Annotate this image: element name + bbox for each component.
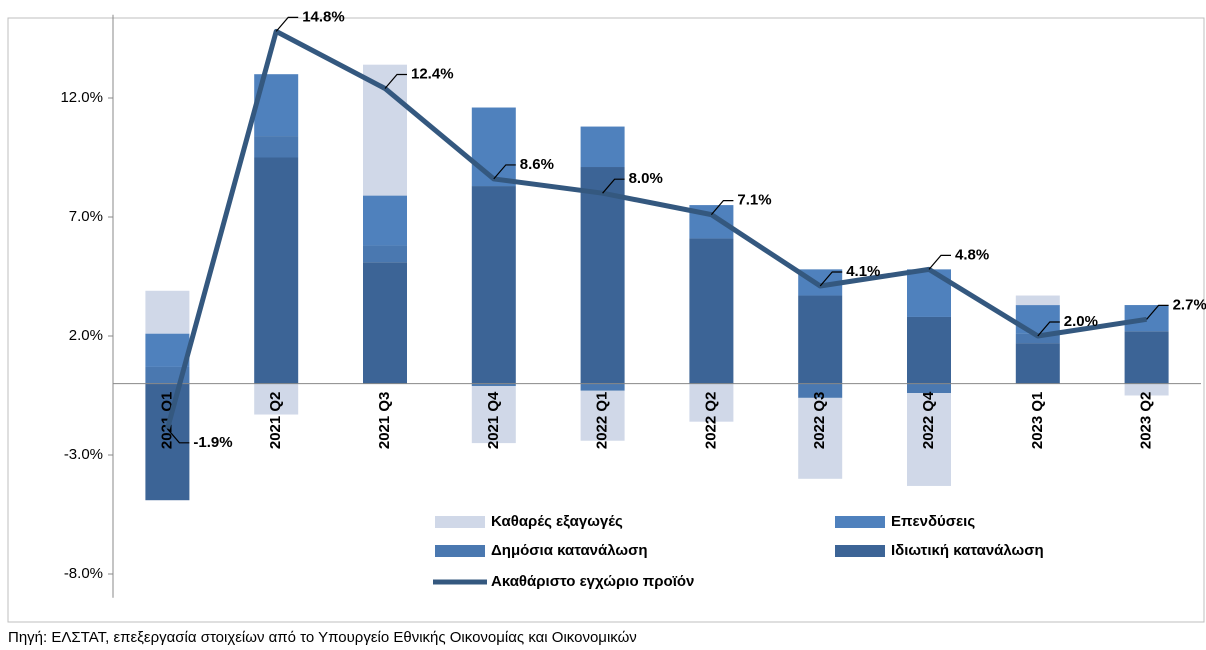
- x-tick-label: 2022 Q3: [811, 392, 828, 450]
- legend-swatch: [435, 516, 485, 528]
- x-tick-label: 2021 Q4: [485, 391, 502, 449]
- bar-segment: [471, 186, 516, 384]
- bar-segment: [363, 195, 407, 246]
- line: [164, 28, 1147, 430]
- data-label: 12.4%: [411, 65, 454, 82]
- legend-label: Δημόσια κατανάλωση: [491, 542, 648, 559]
- bar-segment: [471, 107, 516, 187]
- bar-segment: [1015, 343, 1060, 384]
- x-tick-label: 2023 Q1: [1029, 392, 1046, 450]
- bar-segment: [145, 333, 190, 367]
- legend-swatch: [835, 545, 885, 557]
- bar-segment: [907, 316, 951, 384]
- label-leader: [1037, 321, 1060, 337]
- bar-segment: [363, 262, 407, 384]
- data-label: -1.9%: [193, 434, 232, 451]
- legend-label: Ιδιωτική κατανάλωση: [891, 542, 1044, 559]
- legend-swatch: [435, 545, 485, 557]
- bar-segment: [1015, 295, 1060, 306]
- bar-segment: [1124, 305, 1169, 332]
- label-leader: [602, 178, 625, 194]
- legend-swatch: [835, 516, 885, 528]
- legend-label: Επενδύσεις: [891, 513, 975, 530]
- bar-segment: [907, 393, 951, 486]
- label-leader: [493, 164, 516, 180]
- label-leader: [819, 271, 843, 287]
- data-label: 4.8%: [955, 246, 989, 263]
- y-tick-label: -3.0%: [64, 446, 103, 463]
- bar-segment: [580, 383, 625, 391]
- data-label: 4.1%: [846, 263, 880, 280]
- bar-segment: [1124, 383, 1169, 396]
- x-tick-label: 2022 Q1: [594, 392, 611, 450]
- data-label: 7.1%: [737, 192, 771, 209]
- data-label: 2.7%: [1173, 296, 1206, 313]
- bar-segment: [363, 64, 407, 196]
- data-label: 8.6%: [520, 156, 554, 173]
- bar-segment: [907, 383, 951, 394]
- bar-segment: [145, 383, 190, 501]
- bar-segment: [254, 136, 299, 158]
- label-leader: [275, 16, 299, 32]
- bar-segment: [471, 385, 516, 444]
- bar-segment: [363, 245, 407, 263]
- label-leader: [928, 254, 951, 270]
- bar-segment: [471, 383, 516, 386]
- bar-segment: [798, 383, 843, 398]
- x-tick-label: 2023 Q2: [1138, 392, 1155, 450]
- x-tick-label: 2022 Q2: [702, 392, 719, 450]
- bar-segment: [798, 397, 843, 479]
- data-label: 8.0%: [629, 170, 663, 187]
- source-note: Πηγή: ΕΛΣΤΑΤ, επεξεργασία στοιχείων από …: [8, 629, 637, 646]
- legend-label: Ακαθάριστο εγχώριο προϊόν: [491, 573, 694, 590]
- bar-segment: [689, 383, 734, 422]
- bar-segment: [254, 383, 299, 415]
- y-tick-label: 7.0%: [69, 208, 103, 225]
- label-leader: [384, 73, 407, 89]
- x-tick-label: 2022 Q4: [920, 391, 937, 449]
- x-tick-label: 2021 Q3: [376, 392, 393, 450]
- y-tick-label: -8.0%: [64, 565, 103, 582]
- bar-segment: [580, 390, 625, 441]
- bar-segment: [689, 238, 734, 384]
- bar-segment: [145, 290, 190, 334]
- chart-frame: [7, 17, 1205, 623]
- legend-label: Καθαρές εξαγωγές: [491, 513, 623, 530]
- data-label: 14.8%: [302, 8, 345, 25]
- bar-segment: [798, 295, 843, 384]
- data-label: 2.0%: [1064, 313, 1098, 330]
- bar-segment: [1124, 331, 1169, 384]
- y-tick-label: 2.0%: [69, 327, 103, 344]
- bar-segment: [254, 157, 299, 384]
- label-leader: [166, 428, 190, 444]
- label-leader: [710, 200, 734, 216]
- bar-segment: [580, 126, 625, 168]
- y-tick-label: 12.0%: [60, 89, 103, 106]
- x-tick-label: 2021 Q2: [267, 392, 284, 450]
- label-leader: [1146, 304, 1169, 320]
- bar-segment: [580, 167, 625, 384]
